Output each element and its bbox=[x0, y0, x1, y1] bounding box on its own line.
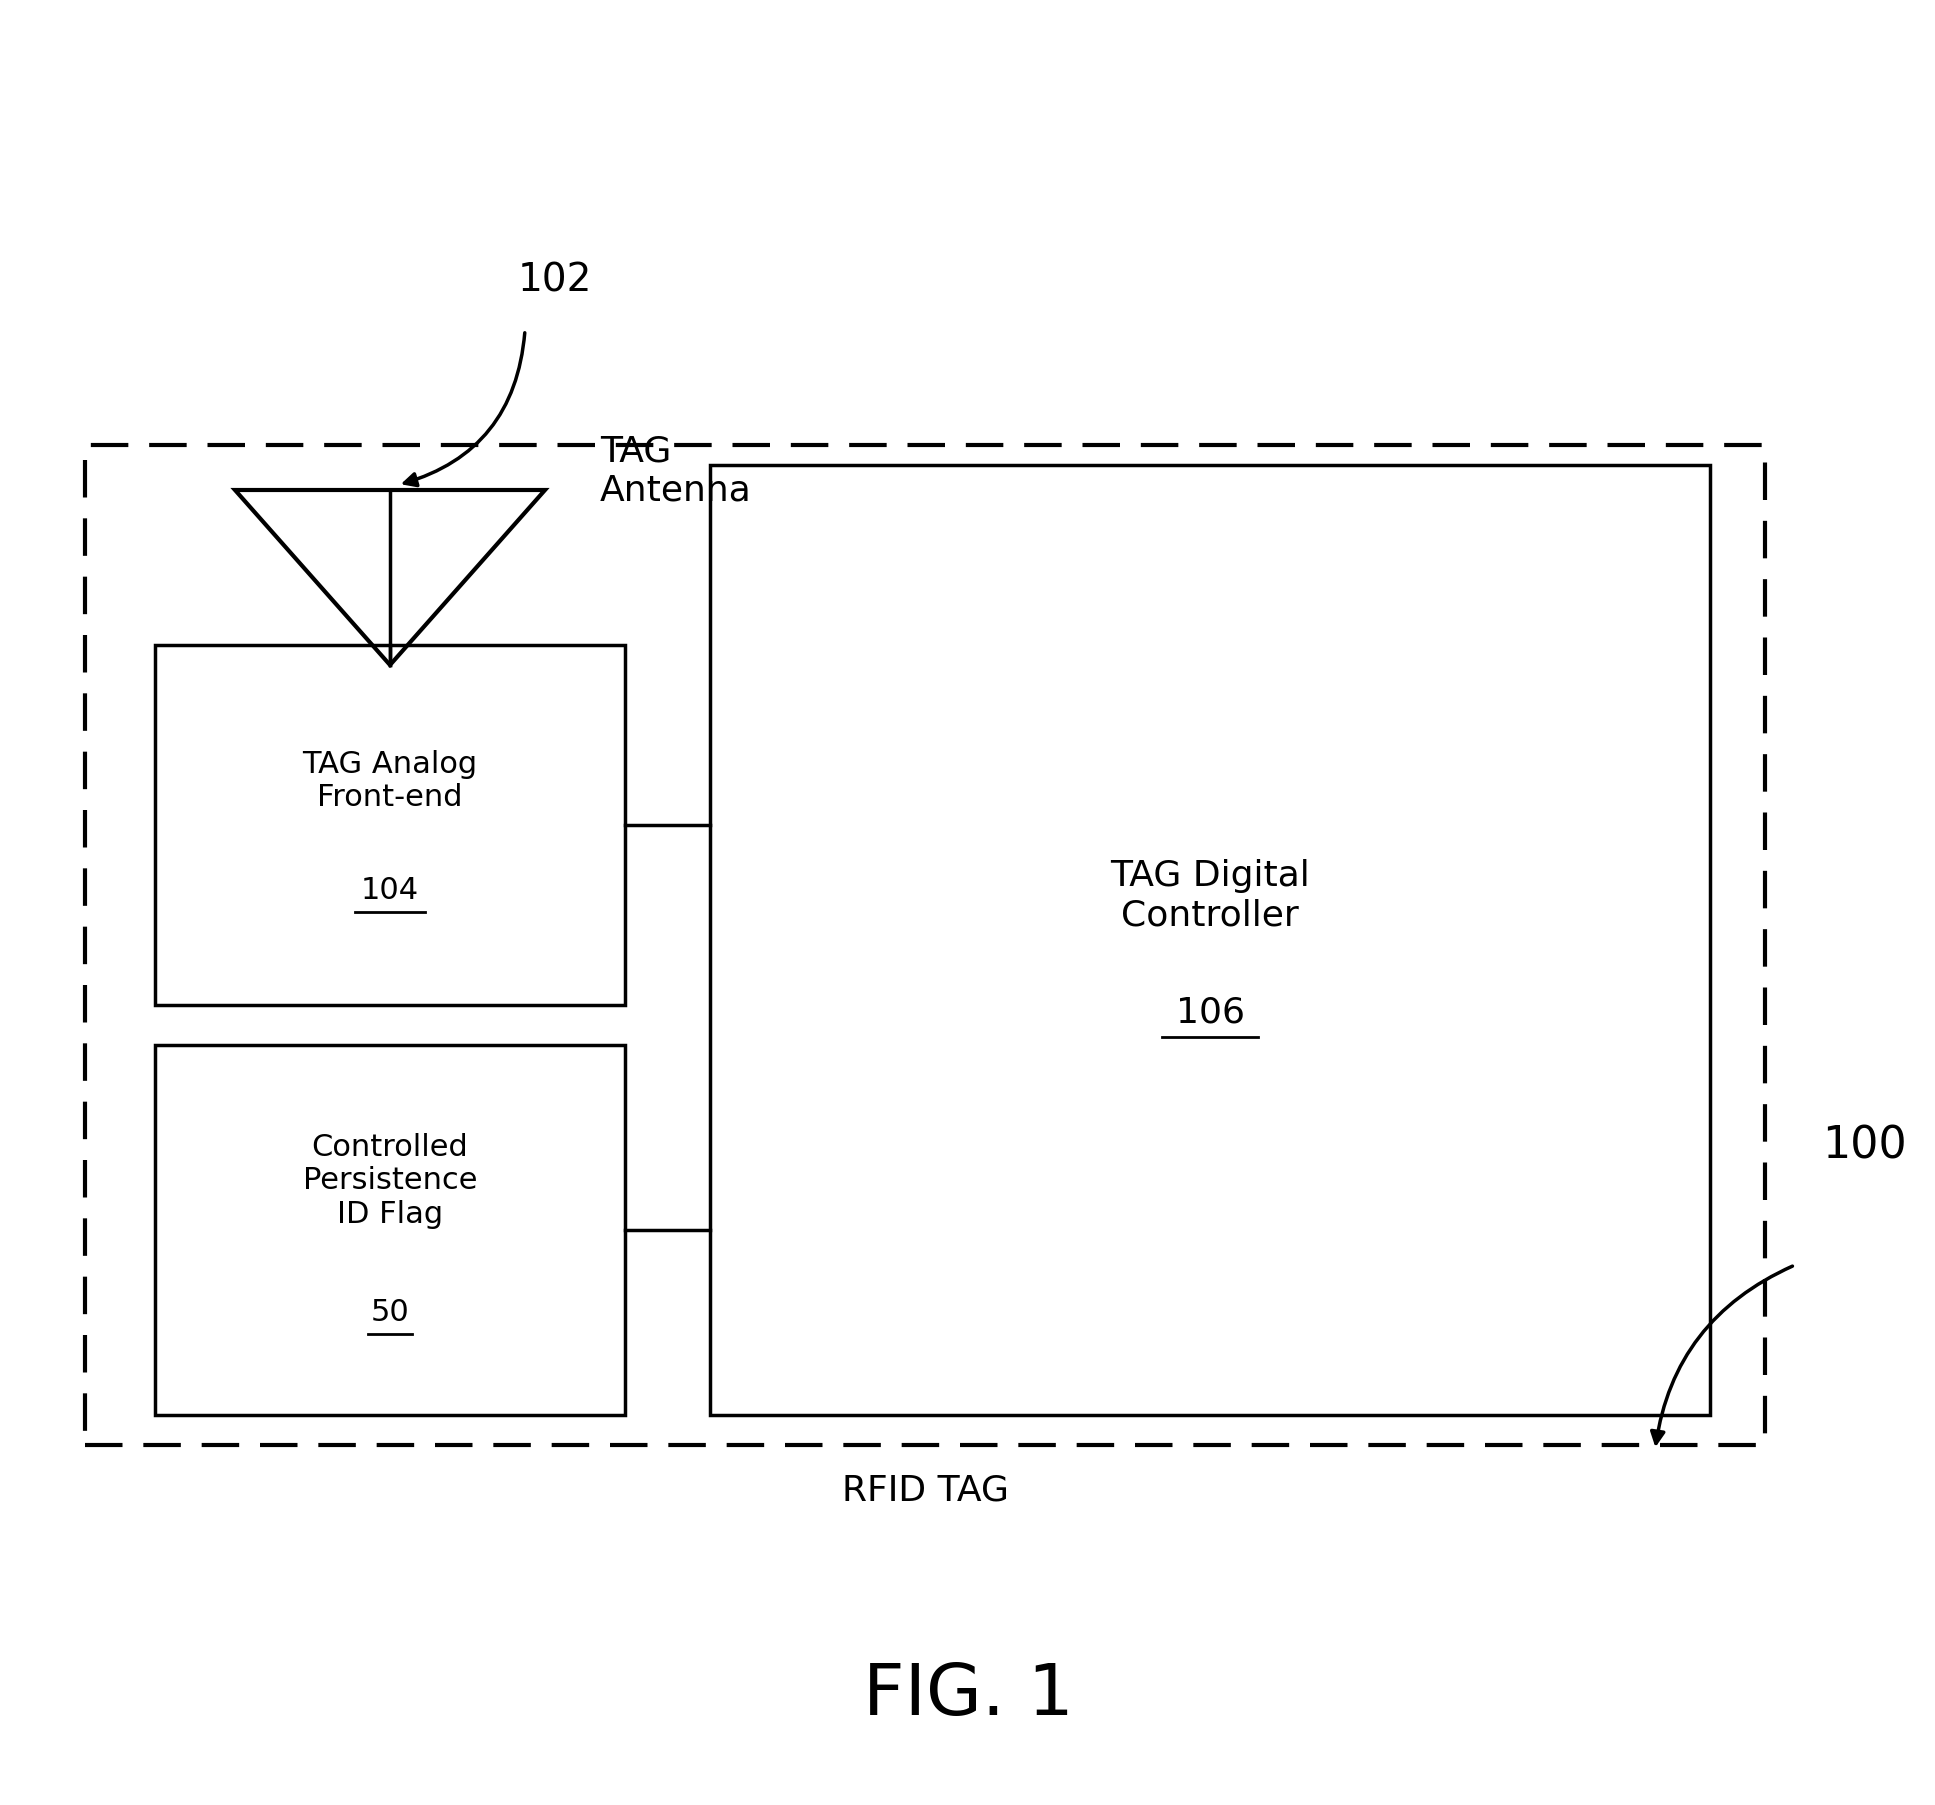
Text: 100: 100 bbox=[1823, 1125, 1908, 1166]
Bar bbox=[155, 1045, 625, 1415]
Text: 106: 106 bbox=[1175, 995, 1244, 1029]
Bar bbox=[155, 646, 625, 1005]
Text: Controlled
Persistence
ID Flag: Controlled Persistence ID Flag bbox=[302, 1132, 478, 1229]
Text: TAG Digital
Controller: TAG Digital Controller bbox=[1111, 859, 1310, 931]
Text: FIG. 1: FIG. 1 bbox=[863, 1661, 1074, 1729]
Text: RFID TAG: RFID TAG bbox=[842, 1473, 1008, 1507]
Bar bbox=[710, 466, 1711, 1415]
Text: 102: 102 bbox=[519, 262, 592, 300]
Text: 104: 104 bbox=[362, 875, 420, 904]
Text: TAG Analog
Front-end: TAG Analog Front-end bbox=[302, 749, 478, 812]
Text: TAG
Antenna: TAG Antenna bbox=[600, 433, 753, 507]
Bar bbox=[85, 446, 1765, 1446]
Text: 50: 50 bbox=[372, 1298, 410, 1327]
